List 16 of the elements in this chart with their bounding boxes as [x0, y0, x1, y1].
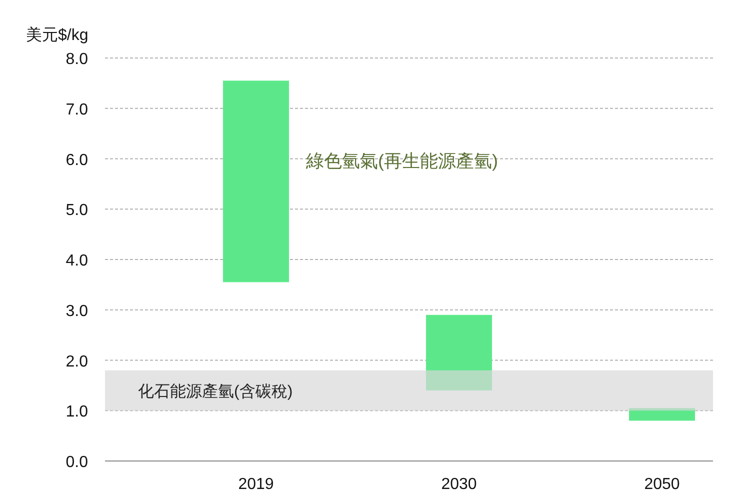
- y-axis-title: 美元$/kg: [26, 26, 88, 44]
- x-tick-label: 2030: [441, 476, 477, 493]
- annotation: 綠色氫氣(再生能源產氫): [305, 150, 498, 171]
- y-tick-label: 4.0: [66, 252, 88, 270]
- y-tick-label: 1.0: [66, 404, 88, 421]
- band-label: 化石能源產氫(含碳稅): [138, 382, 293, 400]
- y-tick-label: 6.0: [66, 152, 88, 169]
- y-tick-label: 2.0: [66, 353, 88, 370]
- bar: [223, 80, 289, 282]
- y-tick-label: 7.0: [66, 101, 88, 118]
- y-tick-label: 5.0: [66, 202, 88, 220]
- x-tick-label: 2019: [238, 476, 274, 493]
- y-tick-label: 3.0: [66, 302, 88, 320]
- y-tick-label: 0.0: [66, 454, 88, 471]
- x-tick-label: 2050: [644, 476, 680, 493]
- y-tick-label: 8.0: [66, 51, 88, 68]
